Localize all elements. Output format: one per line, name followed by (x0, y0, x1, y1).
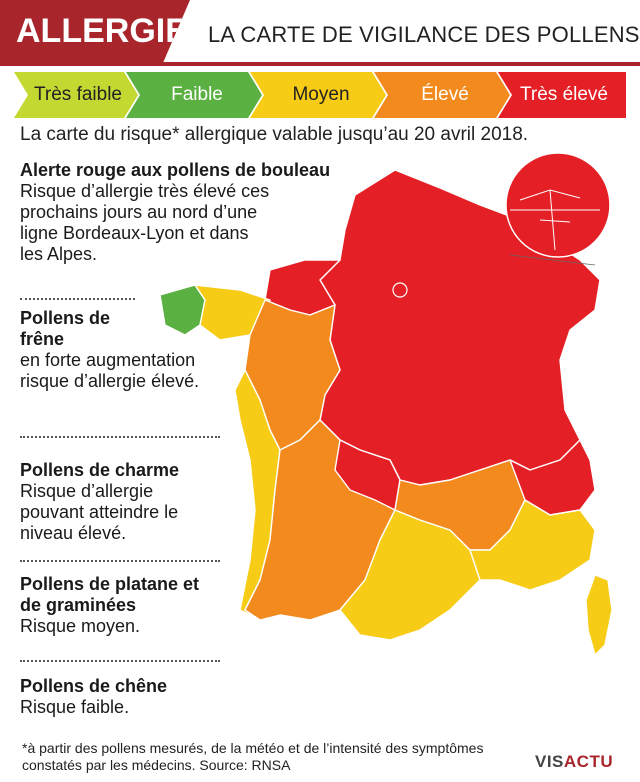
separator-2 (20, 436, 220, 438)
scale-step-very-low: Très faible (34, 84, 122, 105)
note-hornbeam: Pollens de charme Risque d’allergie pouv… (20, 460, 200, 544)
note-oak-title: Pollens de chêne (20, 676, 168, 696)
note-oak-text: Risque faible. (20, 697, 130, 717)
map-subtitle: La carte du risque* allergique valable j… (20, 124, 529, 145)
footnote-source: *à partir des pollens mesurés, de la mét… (22, 740, 484, 773)
scale-step-2-shape (126, 72, 262, 118)
separator-3 (20, 560, 220, 562)
scale-step-high: Élevé (421, 84, 469, 105)
note-oak: Pollens de chêne Risque faible. (20, 676, 167, 718)
scale-step-4-shape (374, 72, 510, 118)
note-ash-text: en forte augmentation risque d’allergie … (20, 350, 200, 391)
region-corsica-medium (585, 574, 613, 656)
scale-step-medium: Moyen (292, 84, 350, 105)
logo-part-2: ACTU (563, 752, 614, 771)
paris-area-marker (392, 282, 408, 298)
separator-1 (20, 298, 135, 300)
scale-step-1-shape (14, 72, 138, 118)
note-plane-grasses: Pollens de platane et de graminées Risqu… (20, 574, 200, 637)
risk-scale-legend: Très faible Faible Moyen Élevé Très élev… (14, 72, 626, 118)
visactu-logo: VISACTU (535, 752, 613, 772)
ile-de-france-inset (505, 152, 611, 266)
france-pollen-map (159, 152, 613, 656)
note-plane-grasses-text: Risque moyen. (20, 616, 141, 636)
note-birch-text: Risque d’allergie très élevé ces prochai… (20, 181, 270, 264)
allergie-tag: ALLERGIE (0, 0, 190, 62)
scale-step-very-high: Très élevé (520, 84, 608, 105)
logo-part-1: VIS (535, 752, 564, 771)
note-birch-title: Alerte rouge aux pollens de bouleau (20, 160, 331, 180)
note-ash-title: Pollens de frêne (20, 308, 111, 349)
allergie-tag-label: ALLERGIE (16, 12, 188, 50)
scale-step-3-shape (250, 72, 386, 118)
scale-step-5-shape (498, 72, 626, 118)
header-underline (0, 62, 640, 66)
page-title: LA CARTE DE VIGILANCE DES POLLENS (208, 22, 640, 47)
separator-4 (20, 660, 220, 662)
region-provence-medium (469, 499, 596, 591)
note-ash: Pollens de frêne en forte augmentation r… (20, 308, 225, 392)
note-plane-grasses-title: Pollens de platane et de graminées (20, 574, 200, 615)
risk-scale-arrows (14, 72, 626, 118)
note-birch: Alerte rouge aux pollens de bouleau Risq… (20, 160, 330, 265)
scale-step-low: Faible (171, 84, 223, 105)
note-hornbeam-text: Risque d’allergie pouvant atteindre le n… (20, 481, 179, 543)
header: ALLERGIE LA CARTE DE VIGILANCE DES POLLE… (0, 0, 640, 62)
note-hornbeam-title: Pollens de charme (20, 460, 180, 480)
